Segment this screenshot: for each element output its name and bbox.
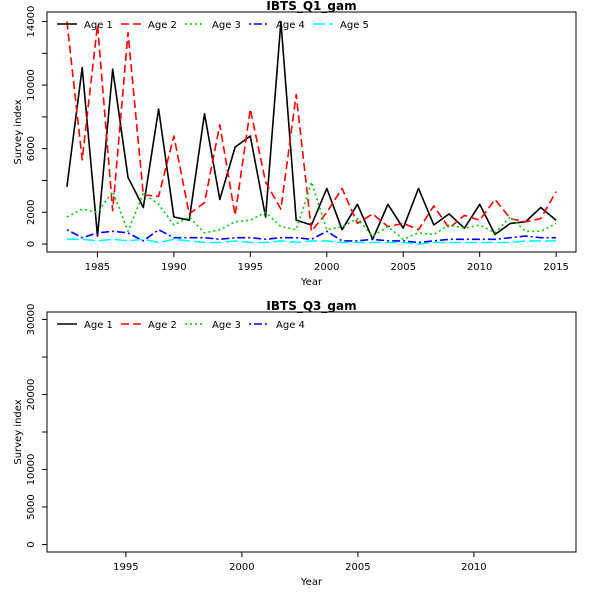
chart-panel-1: IBTS_Q1_gam 1985 1990 1995 2000 2005 2010 2015 Y… (13, 0, 577, 288)
x-tick-label: 1995 (113, 562, 138, 573)
y-tick-label: 20000 (26, 379, 37, 411)
x-tick-label: 2015 (543, 262, 568, 273)
y-tick-label: 2000 (26, 200, 37, 225)
legend: Age 1 Age 2 Age 3 Age 4 Age 5 (57, 20, 369, 31)
series-line-age-5 (66, 238, 557, 245)
y-tick-label: 0 (26, 541, 37, 547)
legend-label: Age 3 (212, 320, 241, 331)
series-line-age-4 (66, 228, 557, 244)
x-tick-label: 2000 (229, 562, 254, 573)
legend-label: Age 2 (148, 320, 177, 331)
series-line-age-2 (66, 21, 557, 233)
y-tick-label: 6000 (26, 136, 37, 161)
x-axis-label: Year (300, 577, 323, 588)
x-axis-label: Year (300, 277, 323, 288)
legend-label: Age 4 (276, 20, 305, 31)
legend-label: Age 1 (84, 320, 113, 331)
y-tick-label: 10000 (26, 454, 37, 486)
y-tick-label: 30000 (26, 304, 37, 336)
legend-label: Age 3 (212, 20, 241, 31)
x-tick-label: 2010 (467, 262, 492, 273)
legend-label: Age 1 (84, 20, 113, 31)
x-tick-label: 1985 (85, 262, 110, 273)
legend-label: Age 4 (276, 320, 305, 331)
x-tick-label: 2010 (461, 562, 486, 573)
chart-panel-2: IBTS_Q3_gam 1995 2000 2005 2010 Year 0 5000 1000… (13, 299, 577, 588)
x-tick-label: 1995 (238, 262, 263, 273)
legend: Age 1 Age 2 Age 3 Age 4 (57, 320, 305, 331)
x-tick-label: 2005 (391, 262, 416, 273)
x-tick-label: 2005 (345, 562, 370, 573)
chart-title: IBTS_Q1_gam (266, 0, 356, 14)
plot-frame (46, 11, 577, 253)
y-tick-label: 10000 (26, 69, 37, 101)
y-tick-label: 14000 (26, 6, 37, 38)
y-axis-label: Survey index (13, 399, 24, 464)
legend-label: Age 2 (148, 20, 177, 31)
y-axis-label: Survey index (13, 99, 24, 164)
y-tick-label: 0 (26, 241, 37, 247)
x-tick-label: 1990 (161, 262, 186, 273)
x-tick-label: 2000 (314, 262, 339, 273)
chart-title: IBTS_Q3_gam (266, 299, 356, 314)
legend-label: Age 5 (340, 20, 369, 31)
y-tick-label: 5000 (26, 494, 37, 519)
